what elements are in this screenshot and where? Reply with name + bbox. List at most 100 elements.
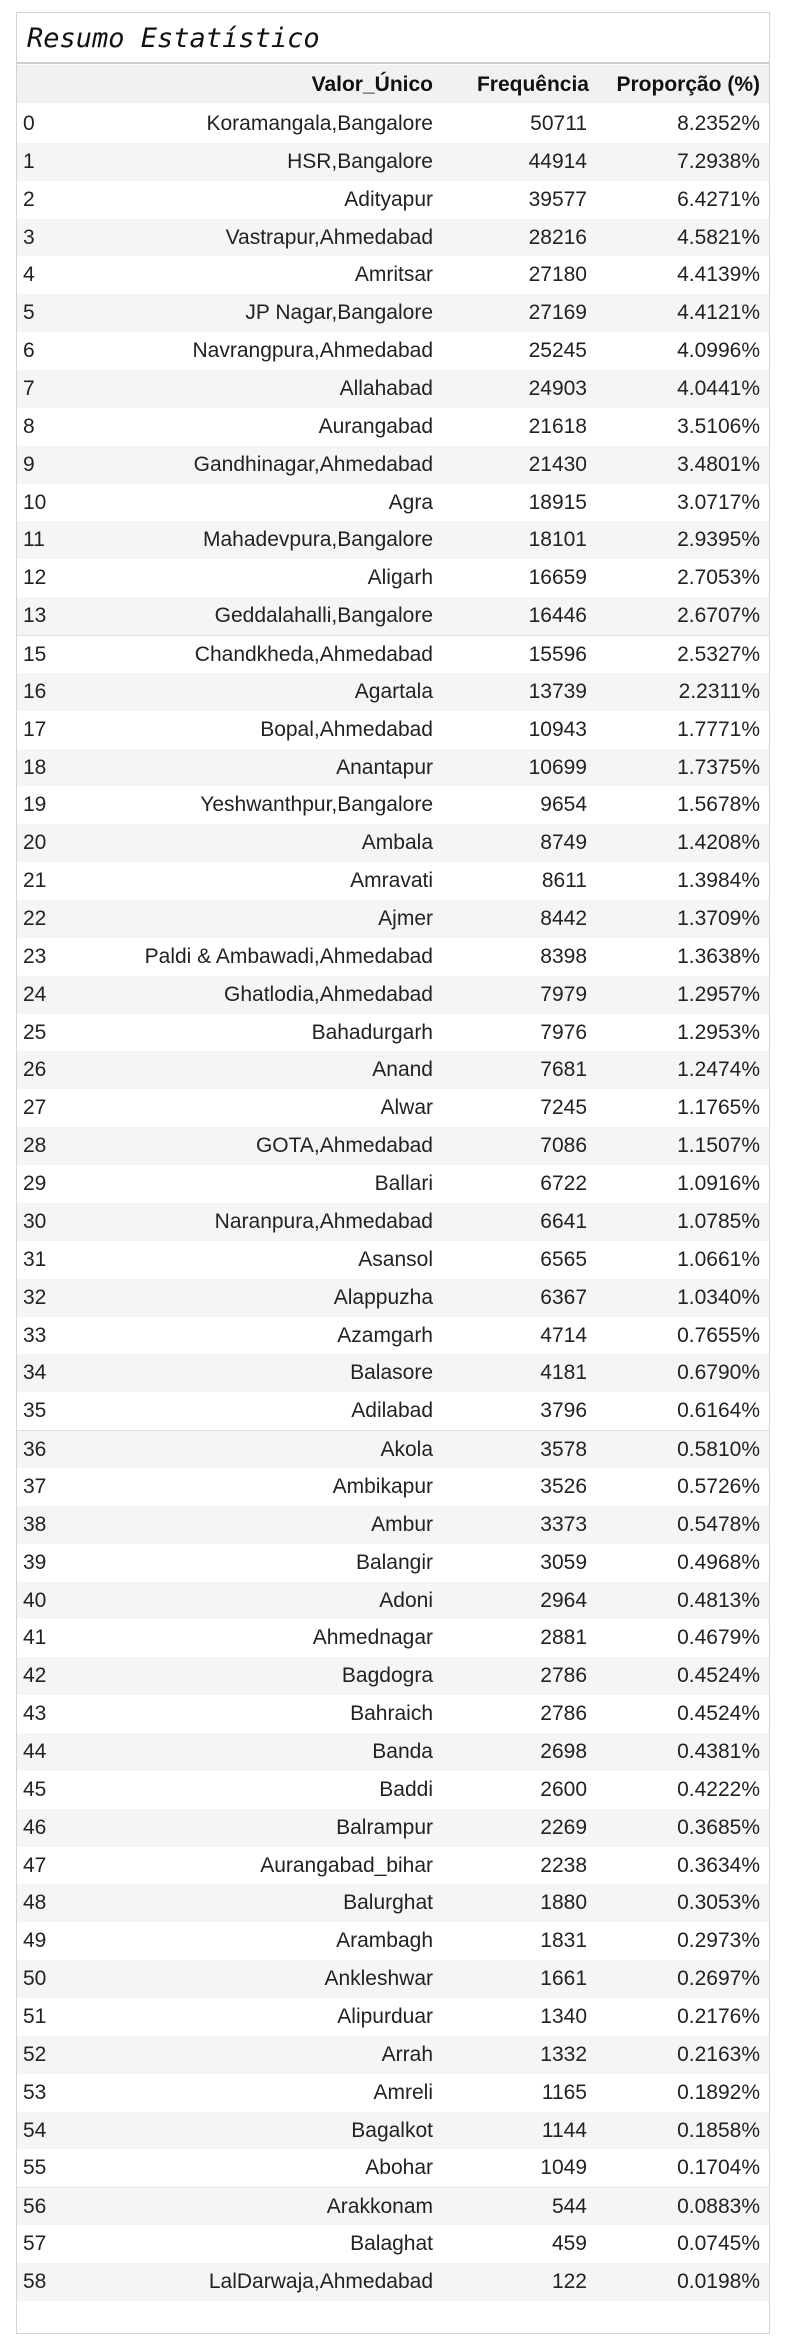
- row-frequency: 6641: [540, 1209, 587, 1233]
- row-unique-value: Adoni: [379, 1588, 433, 1612]
- table-row: 41 Ahmednagar 2881 0.4679%: [17, 1619, 769, 1657]
- row-frequency: 1661: [540, 1967, 587, 1991]
- row-unique-value: JP Nagar,Bangalore: [245, 301, 433, 325]
- row-proportion: 1.3984%: [677, 869, 760, 893]
- table-row: 22 Ajmer 8442 1.3709%: [17, 900, 769, 938]
- header-proportion: Proporção (%): [616, 73, 760, 96]
- row-proportion: 1.0661%: [677, 1247, 760, 1271]
- table-row: 33 Azamgarh 4714 0.7655%: [17, 1317, 769, 1355]
- table-row: 5 JP Nagar,Bangalore 27169 4.4121%: [17, 294, 769, 333]
- row-unique-value: Balaghat: [350, 2232, 433, 2256]
- row-proportion: 0.4524%: [677, 1664, 760, 1688]
- row-proportion: 0.5810%: [677, 1438, 760, 1462]
- row-unique-value: Bahadurgarh: [311, 1020, 433, 1044]
- table-row: 7 Allahabad 24903 4.0441%: [17, 370, 769, 408]
- row-proportion: 0.2163%: [677, 2042, 760, 2066]
- row-index: 15: [23, 643, 47, 667]
- table-row: 15 Chandkheda,Ahmedabad 15596 2.5327%: [17, 635, 769, 673]
- row-unique-value: Bagalkot: [351, 2118, 433, 2142]
- row-proportion: 1.2953%: [677, 1020, 760, 1044]
- table-row: 34 Balasore 4181 0.6790%: [17, 1354, 769, 1393]
- table-row: 0 Koramangala,Bangalore 50711 8.2352%: [17, 105, 769, 143]
- row-unique-value: Bopal,Ahmedabad: [260, 717, 433, 741]
- table-row: 55 Abohar 1049 0.1704%: [17, 2149, 769, 2187]
- table-row: 30 Naranpura,Ahmedabad 6641 1.0785%: [17, 1202, 769, 1241]
- row-frequency: 1332: [540, 2042, 587, 2066]
- table-row: 18 Anantapur 10699 1.7375%: [17, 748, 769, 787]
- row-proportion: 1.4208%: [677, 831, 760, 855]
- row-proportion: 2.2311%: [678, 679, 760, 703]
- row-proportion: 1.3638%: [677, 944, 760, 968]
- row-proportion: 0.1704%: [677, 2156, 760, 2180]
- row-proportion: 2.9395%: [677, 528, 760, 552]
- row-unique-value: Asansol: [358, 1247, 433, 1271]
- row-frequency: 3578: [540, 1438, 587, 1462]
- row-frequency: 7086: [540, 1134, 587, 1158]
- row-index: 32: [23, 1285, 47, 1309]
- row-unique-value: Balurghat: [343, 1891, 433, 1915]
- row-frequency: 8442: [540, 907, 587, 931]
- row-proportion: 0.2176%: [677, 2004, 760, 2028]
- table-row: 23 Paldi & Ambawadi,Ahmedabad 8398 1.3638%: [17, 938, 769, 976]
- row-unique-value: Arambagh: [336, 1929, 433, 1953]
- row-unique-value: Bagdogra: [341, 1664, 433, 1688]
- table-row: 9 Gandhinagar,Ahmedabad 21430 3.4801%: [17, 445, 769, 484]
- row-proportion: 0.4968%: [677, 1550, 760, 1574]
- row-unique-value: Yeshwanthpur,Bangalore: [200, 793, 433, 817]
- row-index: 0: [23, 112, 35, 135]
- row-index: 42: [23, 1664, 47, 1688]
- row-proportion: 8.2352%: [677, 112, 760, 135]
- row-proportion: 0.6790%: [677, 1361, 760, 1385]
- row-unique-value: Aurangabad: [318, 414, 433, 438]
- row-index: 3: [23, 225, 35, 249]
- row-index: 30: [23, 1209, 47, 1233]
- row-frequency: 3526: [540, 1474, 587, 1498]
- table-row: 54 Bagalkot 1144 0.1858%: [17, 2111, 769, 2150]
- table-row: 28 GOTA,Ahmedabad 7086 1.1507%: [17, 1127, 769, 1166]
- table-row: 35 Adilabad 3796 0.6164%: [17, 1392, 769, 1430]
- row-proportion: 2.6707%: [677, 604, 760, 628]
- table-row: 58 LalDarwaja,Ahmedabad 122 0.0198%: [17, 2262, 769, 2301]
- row-index: 49: [23, 1929, 47, 1953]
- row-proportion: 0.5478%: [677, 1512, 760, 1536]
- row-frequency: 1340: [540, 2004, 587, 2028]
- row-proportion: 1.5678%: [677, 793, 760, 817]
- row-proportion: 1.3709%: [677, 907, 760, 931]
- row-unique-value: HSR,Bangalore: [287, 149, 433, 173]
- table-row: 8 Aurangabad 21618 3.5106%: [17, 408, 769, 446]
- row-index: 10: [23, 490, 47, 514]
- row-frequency: 18101: [528, 528, 587, 552]
- row-proportion: 0.1858%: [677, 2118, 760, 2142]
- row-frequency: 4714: [540, 1323, 587, 1347]
- row-unique-value: Gandhinagar,Ahmedabad: [193, 452, 433, 476]
- row-unique-value: Navrangpura,Ahmedabad: [192, 339, 434, 363]
- table-header: [17, 65, 769, 103]
- row-frequency: 6367: [540, 1285, 587, 1309]
- row-index: 40: [23, 1588, 47, 1612]
- row-unique-value: Alappuzha: [333, 1285, 433, 1309]
- row-index: 48: [23, 1891, 47, 1915]
- row-proportion: 4.0441%: [677, 377, 760, 401]
- table-row: 13 Geddalahalli,Bangalore 16446 2.6707%: [17, 597, 769, 636]
- table-row: 46 Balrampur 2269 0.3685%: [17, 1808, 769, 1847]
- row-unique-value: Abohar: [365, 2156, 433, 2180]
- row-unique-value: Allahabad: [339, 377, 433, 401]
- row-frequency: 50711: [530, 112, 587, 135]
- row-proportion: 4.0996%: [677, 339, 760, 363]
- row-proportion: 1.1507%: [677, 1134, 760, 1158]
- row-unique-value: Balasore: [350, 1361, 433, 1385]
- table-body: 0 Koramangala,Bangalore 50711 8.2352% 1 HSR,B…: [17, 105, 769, 2301]
- row-unique-value: Ambikapur: [332, 1474, 433, 1498]
- table-row: 19 Yeshwanthpur,Bangalore 9654 1.5678%: [17, 786, 769, 824]
- header-unique-value: Valor_Único: [311, 73, 433, 96]
- row-index: 19: [23, 793, 47, 817]
- row-proportion: 0.4813%: [677, 1588, 760, 1612]
- row-index: 9: [23, 452, 35, 476]
- row-index: 31: [23, 1247, 47, 1271]
- table-row: 25 Bahadurgarh 7976 1.2953%: [17, 1014, 769, 1052]
- row-index: 1: [23, 149, 35, 173]
- row-unique-value: Mahadevpura,Bangalore: [203, 528, 433, 552]
- row-index: 28: [23, 1134, 47, 1158]
- row-unique-value: Ballari: [374, 1172, 433, 1196]
- row-frequency: 7976: [540, 1020, 587, 1044]
